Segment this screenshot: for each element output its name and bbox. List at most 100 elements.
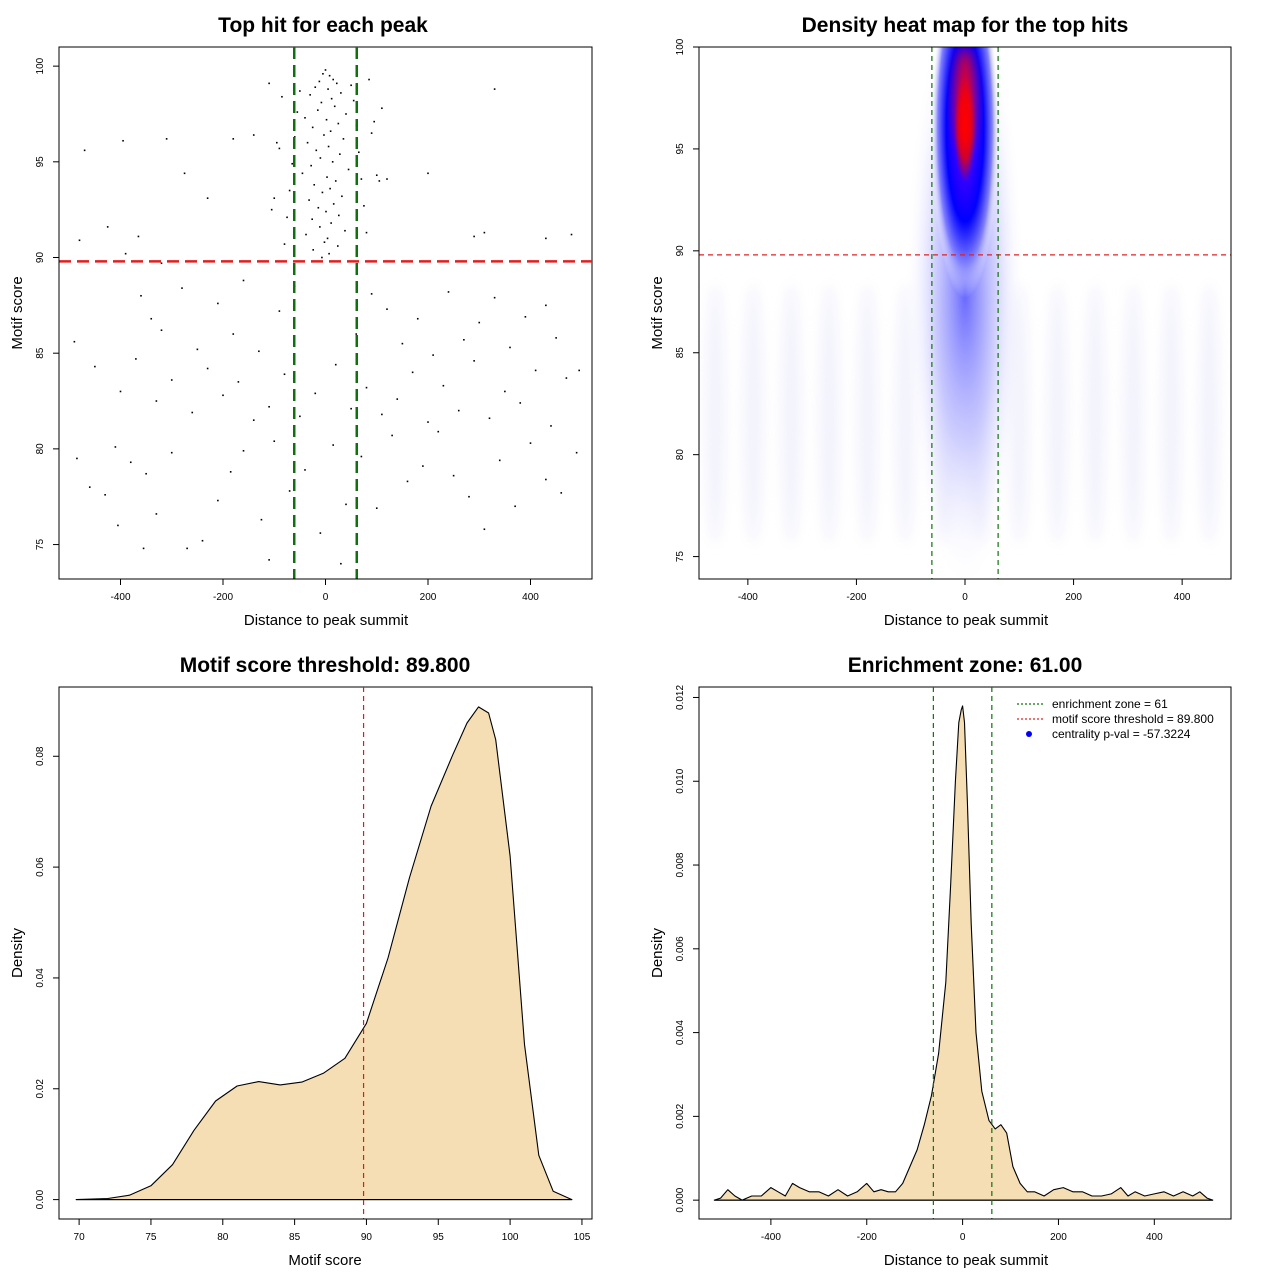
- scatter-point: [386, 308, 388, 310]
- scatter-point: [333, 105, 336, 108]
- scatter-point: [273, 197, 276, 199]
- scatter-point: [493, 296, 496, 299]
- scatter-point: [291, 162, 293, 165]
- scatter-point: [94, 365, 96, 368]
- scatter-point: [229, 471, 232, 473]
- scatter-point: [332, 444, 334, 446]
- scatter-point: [258, 350, 260, 353]
- scatter-point: [242, 279, 245, 282]
- scatter-point: [281, 95, 283, 98]
- scatter-point: [560, 492, 563, 494]
- scatter-point: [252, 419, 255, 421]
- scatter-y-tick-label: 90: [35, 252, 46, 264]
- scatter-point: [288, 490, 291, 492]
- scatter-point: [314, 86, 317, 88]
- heatmap-panel: Density heat map for the top hits -400 -2…: [649, 14, 1232, 629]
- heatmap-density-peak: [905, 47, 1025, 579]
- heatmap-y-tick-label: 85: [675, 347, 686, 359]
- heatmap-faint-streak: [1199, 283, 1220, 544]
- scatter-point: [360, 178, 363, 180]
- distance-density-y-tick-label: 0.004: [675, 1020, 686, 1045]
- scatter-point: [358, 151, 360, 154]
- scatter-point: [565, 377, 568, 379]
- scatter-panel: Top hit for each peak -400 -200 0 200 400 75…: [9, 14, 593, 629]
- scatter-point: [329, 130, 332, 133]
- heatmap-faint-streak: [743, 283, 764, 544]
- scatter-point: [170, 451, 173, 454]
- scatter-point: [88, 486, 91, 488]
- scatter-point: [327, 145, 330, 148]
- heatmap-density-core: [931, 47, 999, 298]
- scatter-point: [106, 226, 109, 228]
- scatter-point: [488, 417, 491, 420]
- scatter-point: [326, 176, 328, 178]
- scatter-point: [135, 358, 137, 360]
- score-density-x-tick-label: 80: [217, 1232, 229, 1243]
- scatter-point: [78, 239, 81, 242]
- scatter-point: [345, 113, 347, 115]
- scatter-point: [310, 164, 312, 167]
- scatter-point: [519, 402, 522, 404]
- scatter-point: [342, 138, 345, 140]
- scatter-point: [368, 78, 370, 81]
- scatter-point: [317, 109, 319, 111]
- distance-density-y-tick-label: 0.012: [675, 685, 686, 710]
- scatter-point: [498, 459, 501, 462]
- heatmap-density-max: [956, 47, 974, 148]
- scatter-point: [545, 478, 547, 481]
- scatter-point: [276, 141, 278, 144]
- scatter-point: [350, 84, 352, 87]
- score-density-x-tick-label: 105: [574, 1232, 591, 1243]
- scatter-point: [337, 122, 340, 125]
- scatter-point: [119, 390, 122, 393]
- score-density-y-tick-label: 0.00: [35, 1189, 46, 1209]
- scatter-point: [117, 524, 119, 527]
- scatter-point: [330, 97, 333, 100]
- scatter-point: [391, 434, 393, 437]
- scatter-point: [83, 149, 86, 152]
- score-density-area: [75, 706, 573, 1201]
- scatter-point: [468, 495, 470, 498]
- score-density-x-tick-label: 100: [502, 1232, 519, 1243]
- scatter-point: [232, 138, 235, 140]
- scatter-point: [427, 421, 429, 423]
- scatter-point: [319, 532, 322, 534]
- scatter-point: [283, 243, 286, 245]
- scatter-point: [321, 256, 323, 259]
- distance-density-x-axis: -400 -200 0 200 400: [761, 1218, 1163, 1243]
- scatter-point: [320, 101, 323, 104]
- scatter-point: [305, 233, 307, 236]
- distance-density-y-axis: 0.000 0.002 0.004 0.006 0.008 0.010 0.012: [675, 685, 700, 1213]
- scatter-point: [311, 126, 314, 129]
- scatter-x-axis: -400 -200 0 200 400: [110, 578, 539, 603]
- scatter-point: [327, 88, 329, 90]
- scatter-point: [273, 440, 276, 443]
- scatter-point: [345, 503, 347, 506]
- scatter-point: [325, 118, 328, 121]
- scatter-point: [165, 138, 168, 140]
- score-density-y-tick-label: 0.08: [35, 746, 46, 766]
- scatter-point: [335, 82, 338, 85]
- legend-enrichment-zone-label: enrichment zone = 61: [1052, 697, 1168, 711]
- scatter-point: [322, 72, 324, 75]
- heatmap-reference-lines: [699, 47, 1231, 579]
- scatter-point: [150, 317, 153, 320]
- scatter-point: [341, 195, 343, 198]
- scatter-point: [181, 287, 183, 289]
- scatter-point: [328, 74, 331, 77]
- scatter-point: [321, 191, 324, 194]
- scatter-point: [206, 367, 209, 370]
- scatter-point: [283, 373, 286, 376]
- scatter-point: [509, 346, 511, 349]
- scatter-point: [268, 405, 270, 408]
- scatter-point: [373, 120, 375, 123]
- scatter-point: [76, 457, 78, 460]
- distance-density-x-tick-label: 200: [1050, 1232, 1067, 1243]
- scatter-point: [332, 203, 335, 205]
- scatter-x-tick-label: 0: [323, 592, 329, 603]
- scatter-point: [331, 161, 334, 163]
- heatmap-x-tick-label: 0: [962, 592, 968, 603]
- scatter-x-tick-label: 400: [522, 592, 539, 603]
- scatter-point: [160, 329, 163, 332]
